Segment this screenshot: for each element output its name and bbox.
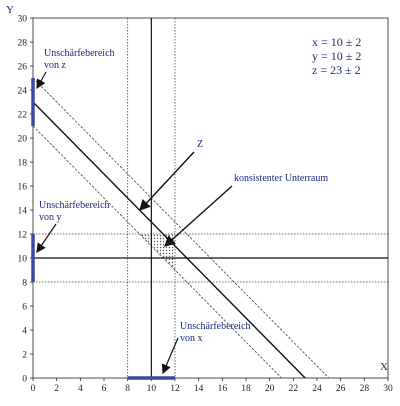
- arrow-y-range: [36, 223, 57, 253]
- y-axis-title: Y: [6, 4, 14, 16]
- y-tick-label: 20: [18, 135, 28, 145]
- y-tick-label: 22: [18, 111, 28, 121]
- x-tick-label: 4: [78, 384, 83, 394]
- arrow-z-line: [139, 151, 195, 212]
- value-x: x = 10 ± 2: [312, 35, 361, 49]
- y-tick-label: 12: [18, 231, 28, 241]
- marks: [31, 18, 388, 380]
- x-tick-label: 0: [31, 384, 36, 394]
- y-tick-label: 8: [22, 279, 27, 289]
- annot-z-range-line2: von z: [44, 60, 67, 71]
- y-tick-label: 24: [18, 87, 28, 97]
- y-tick-label: 10: [18, 255, 28, 265]
- x-tick-label: 22: [289, 384, 299, 394]
- y-tick-label: 6: [22, 303, 27, 313]
- x-tick-label: 26: [336, 384, 346, 394]
- y-tick-label: 14: [18, 207, 28, 217]
- x-tick-label: 8: [125, 384, 130, 394]
- annot-x-range-line2: von x: [180, 333, 203, 344]
- annot-x-range-line1: Unschärfebereich: [180, 321, 251, 332]
- values-box: x = 10 ± 2 y = 10 ± 2 z = 23 ± 2: [312, 35, 361, 77]
- y-tick-label: 26: [18, 63, 28, 73]
- x-tick-label: 12: [170, 384, 180, 394]
- x-axis-title: X: [380, 361, 388, 373]
- annotation-x-range: Unschärfebereich von x: [180, 321, 251, 344]
- arrows: [36, 71, 233, 375]
- x-tick-label: 16: [218, 384, 228, 394]
- arrow-consistent: [163, 185, 233, 247]
- annot-z-line: Z: [197, 139, 203, 150]
- y-tick-label: 2: [22, 351, 27, 361]
- z-bound-line: [32, 125, 282, 379]
- y-tick-label: 30: [18, 15, 28, 25]
- x-tick-label: 30: [383, 384, 393, 394]
- x-tick-label: 2: [54, 384, 59, 394]
- x-tick-label: 20: [265, 384, 275, 394]
- y-tick-label: 28: [18, 39, 28, 49]
- annot-consistent: konsistenter Unterraum: [234, 173, 328, 184]
- arrow-x-range: [161, 337, 179, 375]
- y-tick-label: 16: [18, 183, 28, 193]
- y-tick-label: 0: [22, 375, 27, 385]
- value-y: y = 10 ± 2: [312, 49, 361, 63]
- z-center-line: [32, 101, 306, 379]
- y-tick-label: 18: [18, 159, 28, 169]
- annotation-z-range: Unschärfebereich von z: [44, 48, 115, 71]
- x-tick-label: 24: [312, 384, 322, 394]
- annotation-y-range: Unschärfebereich von y: [39, 200, 110, 223]
- x-tick-label: 18: [241, 384, 251, 394]
- value-z: z = 23 ± 2: [312, 63, 361, 77]
- x-tick-labels: 0 2 4 6 8 10 12 14 16 18 20 22 24 26 28 30: [31, 378, 393, 394]
- plot-frame: [32, 17, 389, 379]
- y-tick-label: 4: [22, 327, 27, 337]
- x-tick-label: 14: [194, 384, 204, 394]
- consistent-subspace-region: [140, 234, 175, 270]
- plot-area: [32, 17, 389, 379]
- annot-y-range-line1: Unschärfebereich: [39, 200, 110, 211]
- annot-z-range-line1: Unschärfebereich: [44, 48, 115, 59]
- x-tick-label: 6: [102, 384, 107, 394]
- annot-y-range-line2: von y: [39, 212, 62, 223]
- x-tick-label: 10: [147, 384, 157, 394]
- z-bound-line: [32, 77, 330, 379]
- x-tick-label: 28: [360, 384, 370, 394]
- arrow-z-range: [36, 71, 47, 90]
